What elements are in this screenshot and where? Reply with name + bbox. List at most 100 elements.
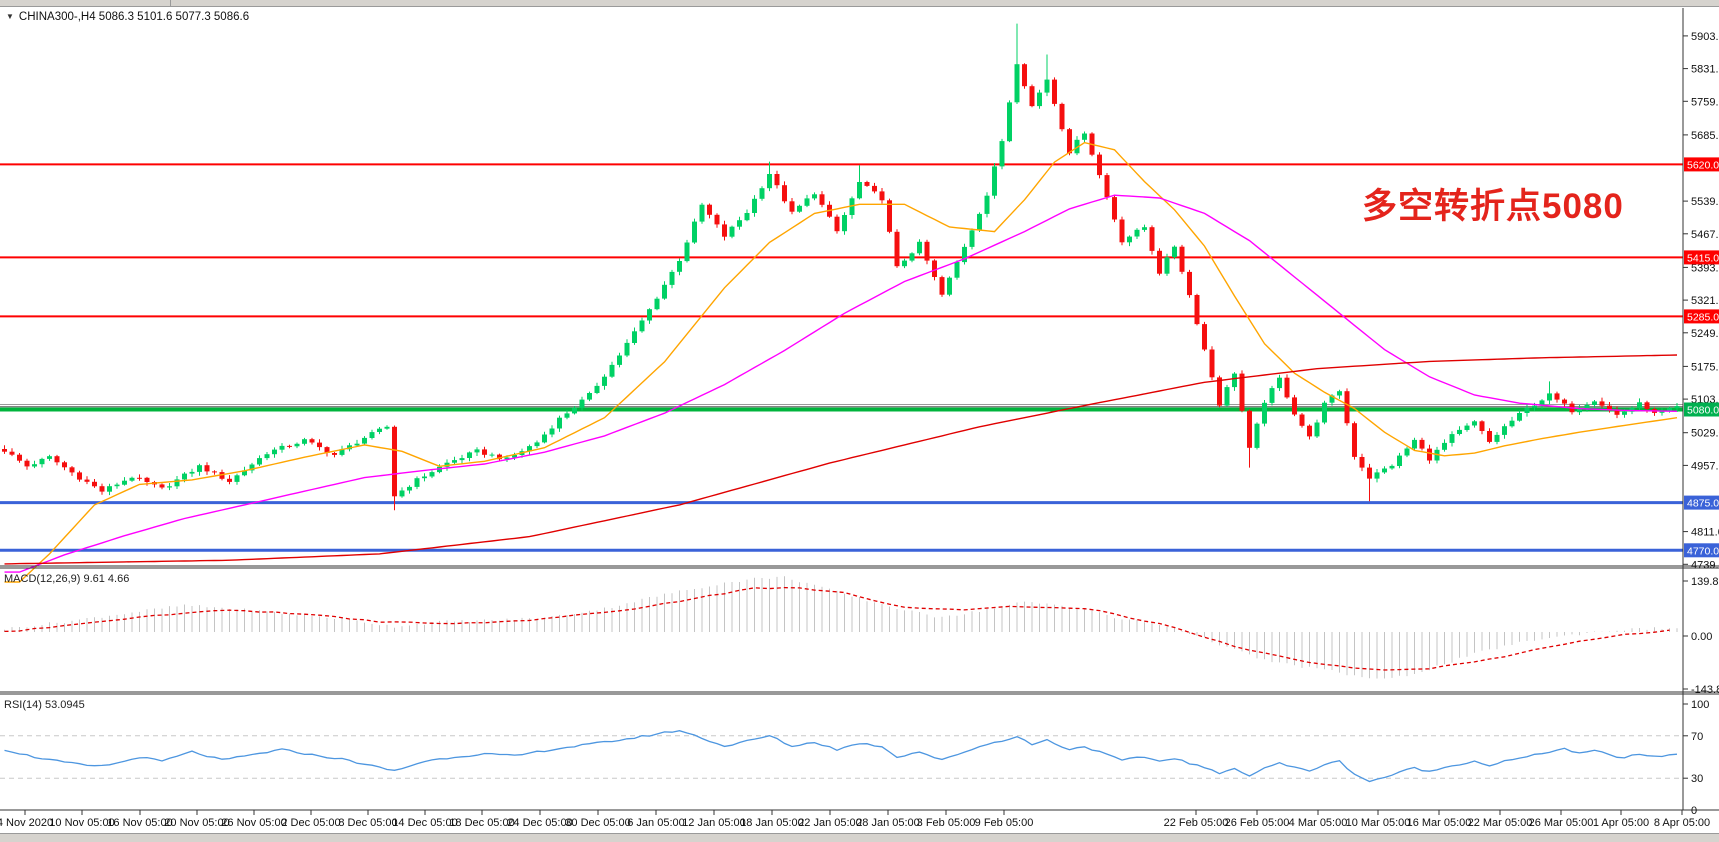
candle-body <box>107 486 112 492</box>
price-tick-label: 5759.0 <box>1691 96 1719 108</box>
candle-body <box>684 242 690 262</box>
date-tick-label: 2 Dec 05:00 <box>281 817 340 829</box>
candle-body <box>1442 442 1447 450</box>
candle-body <box>1329 395 1335 403</box>
candle-body <box>1224 387 1230 406</box>
candle-body <box>857 182 862 199</box>
candle-body <box>324 447 330 453</box>
candle-body <box>92 481 97 487</box>
candle-body <box>699 204 705 222</box>
candle-body <box>1097 154 1102 176</box>
candle-body <box>639 320 645 332</box>
candle-body <box>1344 391 1350 424</box>
candle-body <box>872 185 877 192</box>
candle-body <box>279 445 285 450</box>
price-tick-label: 5685.0 <box>1691 130 1719 142</box>
candle-body <box>572 407 577 414</box>
candle-body <box>1509 420 1515 427</box>
candle-body <box>317 442 322 448</box>
candle-body <box>1449 434 1455 443</box>
price-tick-label: 5539.0 <box>1691 196 1719 208</box>
price-tick-label: 5467.0 <box>1691 229 1719 241</box>
candle-body <box>362 437 367 444</box>
candle-body <box>909 253 915 261</box>
date-tick-label: 10 Nov 05:00 <box>49 817 114 829</box>
candle-body <box>774 174 780 186</box>
rsi-line <box>4 730 1678 783</box>
rsi-tick-label: 100 <box>1691 699 1709 711</box>
candle-body <box>834 216 840 232</box>
candle-body <box>1674 406 1680 409</box>
candle-body <box>1029 86 1035 107</box>
candle-body <box>662 284 667 299</box>
candle-body <box>902 260 907 267</box>
candle-body <box>984 195 990 214</box>
price-flag-label: 5415.0 <box>1687 252 1719 264</box>
candle-body <box>1232 373 1237 388</box>
candle-body <box>1614 409 1620 415</box>
candle-body <box>1044 79 1050 93</box>
candle-body <box>992 166 997 196</box>
candle-body <box>257 458 262 465</box>
candle-body <box>947 277 952 295</box>
macd-label: MACD(12,26,9) 9.61 4.66 <box>4 573 130 585</box>
candle-body <box>1119 219 1125 243</box>
window-bottom-chrome <box>0 833 1719 842</box>
candle-body <box>879 191 885 201</box>
date-tick-label: 22 Jan 05:00 <box>798 817 862 829</box>
collapse-arrow-icon[interactable]: ▼ <box>6 12 14 21</box>
candle-body <box>504 457 510 460</box>
candle-body <box>1007 102 1012 142</box>
macd-pane[interactable] <box>4 576 1678 679</box>
candle-body <box>534 442 540 447</box>
candle-body <box>1517 413 1522 421</box>
date-tick-label: 26 Feb 05:00 <box>1225 817 1290 829</box>
candle-body <box>759 188 765 199</box>
price-axis: 5903.0 5831.0 5759.0 5685.0 5539.0 5467.0 5393… <box>1682 8 1719 817</box>
candle-body <box>887 200 892 232</box>
toolbar-divider <box>170 0 171 7</box>
candle-body <box>189 471 195 474</box>
candles <box>2 23 1680 511</box>
candle-body <box>1524 407 1530 413</box>
candle-body <box>1494 434 1500 442</box>
candle-body <box>1562 399 1567 404</box>
candle-body <box>264 454 270 459</box>
candle-body <box>1404 448 1410 456</box>
candle-body <box>977 213 982 231</box>
candle-body <box>459 458 465 461</box>
candle-body <box>812 194 817 199</box>
candle-body <box>69 467 75 473</box>
price-tick-label: 5175.0 <box>1691 361 1719 373</box>
candle-body <box>564 413 570 418</box>
candle-body <box>669 271 675 285</box>
candle-body <box>1104 175 1110 198</box>
candle-body <box>1397 455 1402 466</box>
candle-body <box>399 490 405 497</box>
candle-body <box>1607 405 1612 410</box>
candle-body <box>1532 405 1537 408</box>
candle-body <box>174 479 180 487</box>
date-tick-label: 3 Feb 05:00 <box>917 817 976 829</box>
candle-body <box>789 201 795 212</box>
candle-body <box>617 355 622 365</box>
candle-body <box>917 241 922 254</box>
date-tick-label: 14 Dec 05:00 <box>392 817 457 829</box>
candle-body <box>1134 229 1140 237</box>
candle-body <box>249 464 255 471</box>
candle-body <box>819 194 825 205</box>
rsi-pane[interactable] <box>0 730 1683 783</box>
date-tick-label: 4 Nov 2020 <box>0 817 53 829</box>
candle-body <box>32 464 37 467</box>
date-tick-label: 16 Mar 05:00 <box>1407 817 1472 829</box>
candle-body <box>1547 393 1552 401</box>
price-flag-label: 5080.0 <box>1687 405 1719 417</box>
candle-body <box>1262 402 1267 424</box>
candle-body <box>159 484 165 488</box>
candle-body <box>429 472 435 477</box>
candle-body <box>722 224 727 237</box>
candle-body <box>392 426 397 497</box>
candle-body <box>1202 324 1207 350</box>
